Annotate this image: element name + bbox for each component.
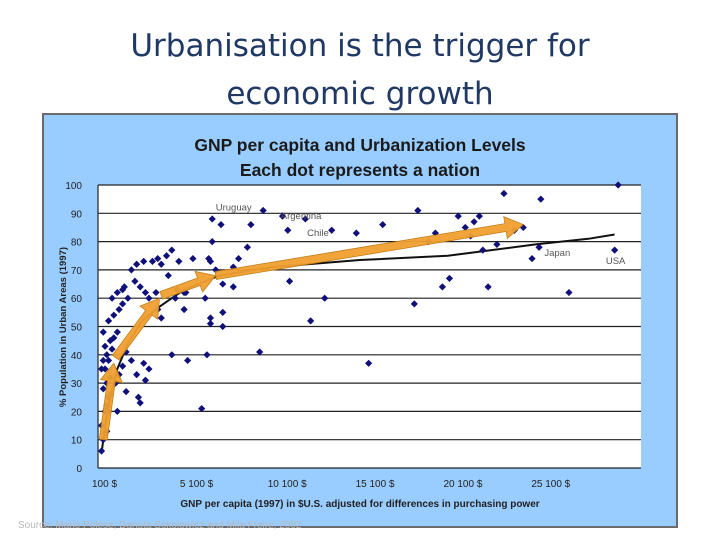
y-axis-label: % Population in Urban Areas (1997) — [58, 247, 69, 407]
data-point — [307, 317, 315, 325]
data-point — [461, 223, 469, 232]
data-point — [438, 283, 447, 291]
country-label: USA — [606, 256, 626, 267]
data-point — [528, 254, 536, 263]
trajectory-arrows — [98, 216, 525, 441]
y-tick-label: 90 — [71, 209, 83, 220]
y-tick-label: 60 — [71, 294, 83, 305]
data-point — [219, 280, 227, 288]
source-note: Source: Mario Polese, Danuta Sokolowicz … — [18, 520, 302, 531]
data-point — [414, 206, 422, 215]
x-axis-label: GNP per capita (1997) in $U.S. adjusted … — [180, 499, 539, 510]
data-point — [168, 246, 176, 254]
y-tick-label: 10 — [71, 436, 83, 447]
data-point — [101, 342, 109, 350]
y-tick-label: 80 — [71, 238, 83, 249]
data-point — [217, 221, 225, 229]
data-point — [168, 351, 176, 359]
data-point — [110, 311, 118, 319]
x-tick-label: 10 100 $ — [268, 479, 307, 490]
chart-panel: Uruguay Argentina Chile Japan USA 0 10 20 30 40 5… — [42, 113, 678, 528]
y-tick-label: 0 — [76, 464, 82, 475]
data-point — [99, 385, 107, 393]
data-point — [500, 189, 508, 198]
data-point — [535, 243, 543, 251]
data-point — [145, 365, 153, 373]
trajectory-arrow — [111, 297, 160, 361]
data-point — [119, 362, 127, 370]
data-point — [229, 283, 237, 291]
data-point — [219, 322, 227, 331]
data-point — [475, 212, 483, 220]
country-label: Argentina — [281, 211, 322, 222]
data-point — [208, 238, 216, 246]
data-point — [611, 246, 619, 254]
data-point — [113, 407, 121, 415]
data-point — [203, 351, 211, 359]
data-point — [101, 365, 109, 373]
y-tick-label: 20 — [71, 407, 83, 418]
trajectory-arrow — [98, 362, 123, 441]
data-point — [133, 260, 141, 268]
x-tick-label: 5 100 $ — [180, 479, 214, 490]
data-point — [171, 294, 179, 302]
data-point — [614, 181, 622, 189]
data-point — [519, 223, 527, 232]
scatter-chart: Uruguay Argentina Chile Japan USA 0 10 20 30 40 5… — [58, 135, 641, 510]
gridlines — [98, 184, 641, 441]
data-point — [198, 404, 206, 413]
data-point — [201, 294, 209, 302]
y-tick-label: 30 — [71, 379, 83, 390]
data-point — [479, 246, 487, 254]
data-point — [136, 399, 144, 407]
data-point — [133, 371, 141, 379]
y-tick-label: 40 — [71, 351, 83, 362]
x-tick-label: 100 $ — [92, 479, 117, 490]
data-point — [157, 260, 165, 268]
data-point — [321, 294, 329, 302]
data-point — [124, 294, 132, 302]
y-tick-label: 70 — [71, 266, 83, 277]
trajectory-arrow — [159, 270, 217, 300]
data-point — [110, 334, 118, 342]
country-label: Chile — [307, 228, 329, 239]
slide-title: Urbanisation is the trigger for economic… — [130, 28, 590, 112]
x-tick-label: 20 100 $ — [443, 479, 482, 490]
data-point — [484, 283, 492, 291]
data-point — [134, 393, 143, 401]
data-point — [328, 226, 336, 234]
data-point — [243, 243, 251, 251]
data-point — [454, 212, 462, 220]
data-point — [120, 283, 128, 291]
country-label: Japan — [544, 248, 570, 259]
data-point — [111, 379, 120, 387]
chart-subtitle: Each dot represents a nation — [240, 160, 480, 180]
data-point — [379, 221, 387, 229]
data-point — [537, 195, 545, 203]
axes: 0 10 20 30 40 50 60 70 80 90 100 100 $ 5 100 $ 10 100… — [65, 181, 641, 490]
chart-title: GNP per capita and Urbanization Levels — [194, 135, 526, 155]
data-point — [141, 376, 150, 384]
data-point — [208, 215, 216, 223]
data-point — [157, 314, 165, 322]
y-tick-label: 100 — [65, 181, 82, 192]
data-point — [122, 387, 130, 396]
y-tick-label: 50 — [71, 323, 83, 334]
data-point — [470, 218, 478, 226]
data-point — [247, 221, 255, 229]
data-point — [164, 271, 172, 280]
x-tick-label: 25 100 $ — [531, 479, 570, 490]
annotations: Uruguay Argentina Chile Japan USA — [216, 202, 626, 267]
data-point — [108, 294, 116, 302]
data-point — [301, 215, 309, 223]
country-label: Uruguay — [216, 202, 252, 213]
data-point — [206, 314, 215, 322]
data-point — [108, 345, 116, 353]
data-point — [97, 447, 106, 455]
data-point — [493, 240, 501, 249]
data-point — [284, 226, 292, 234]
data-point — [136, 283, 144, 291]
trajectory-arrow — [214, 216, 525, 280]
x-tick-label: 15 100 $ — [356, 479, 395, 490]
